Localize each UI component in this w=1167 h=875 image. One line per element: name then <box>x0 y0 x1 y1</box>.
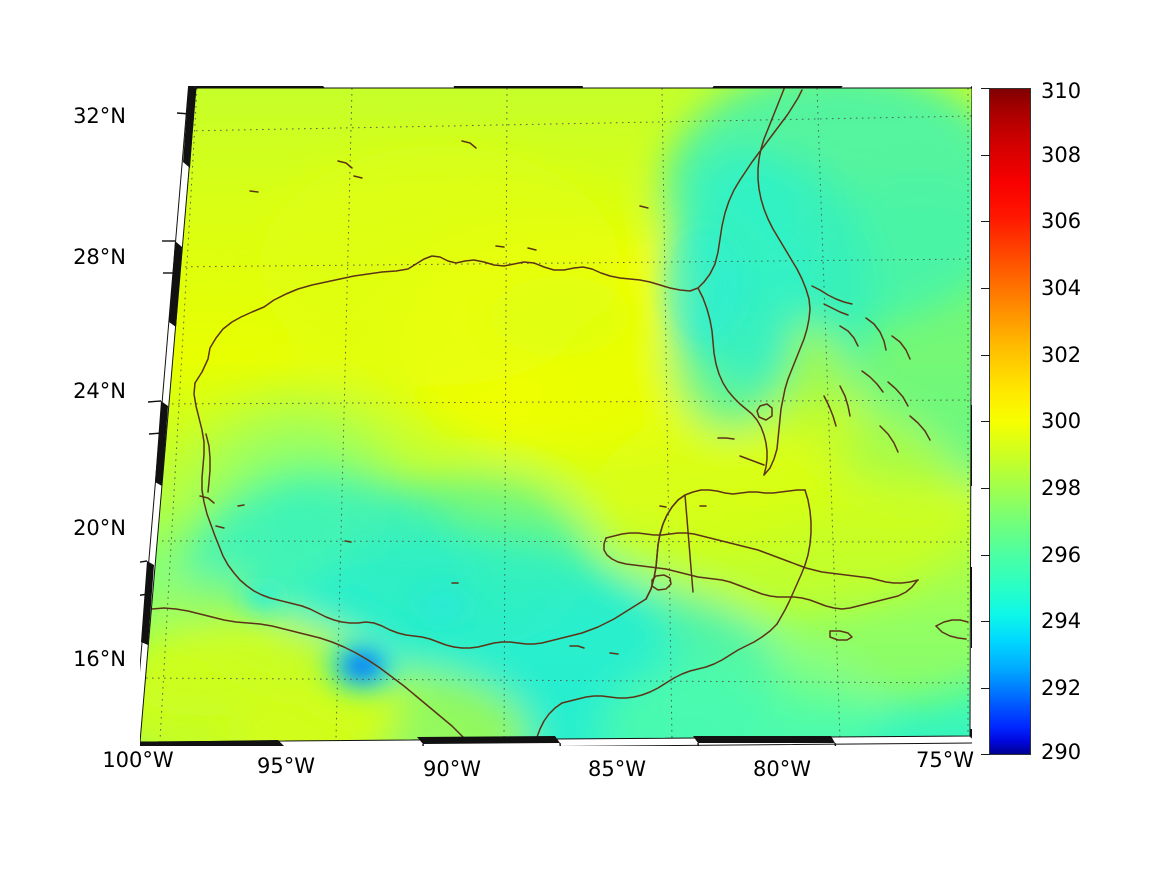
colorbar-label-302: 302 <box>1041 343 1082 367</box>
lon-tick-label-75W: 75°W <box>916 748 974 772</box>
map-svg <box>140 86 972 746</box>
lon-tick-label-95W: 95°W <box>257 754 315 778</box>
lon-tick-label-100W: 100°W <box>102 748 174 772</box>
lat-tick-label-24N: 24°N <box>73 379 126 403</box>
lon-tick-label-90W: 90°W <box>423 757 481 781</box>
graticule <box>140 88 972 742</box>
coastline-layer <box>140 88 969 742</box>
colorbar-tick-304 <box>981 288 990 289</box>
lat-tick-label-16N: 16°N <box>73 647 126 671</box>
colorbar-tick-302 <box>981 355 990 356</box>
lat-tick-label-32N: 32°N <box>73 104 126 128</box>
temperature-field-layer <box>140 88 972 742</box>
lon-tick-label-85W: 85°W <box>588 757 646 781</box>
colorbar-label-290: 290 <box>1041 740 1082 764</box>
colorbar-label-294: 294 <box>1041 609 1082 633</box>
colorbar-label-304: 304 <box>1041 276 1082 300</box>
map-border <box>140 86 972 746</box>
colorbar-label-310: 310 <box>1041 79 1082 103</box>
colorbar-label-306: 306 <box>1041 209 1082 233</box>
colorbar-tick-294 <box>981 621 990 622</box>
colorbar-tick-298 <box>981 488 990 489</box>
colorbar-label-300: 300 <box>1041 409 1082 433</box>
colorbar-label-296: 296 <box>1041 543 1082 567</box>
colorbar-tick-310 <box>981 88 990 89</box>
colorbar-label-292: 292 <box>1041 676 1082 700</box>
lon-tick-label-80W: 80°W <box>753 757 811 781</box>
colorbar-tick-292 <box>981 688 990 689</box>
colorbar-tick-290 <box>981 754 990 755</box>
colorbar-tick-300 <box>981 421 990 422</box>
colorbar[interactable]: 310 308 306 304 302 300 298 296 294 292 … <box>981 79 1081 764</box>
map-plot-area[interactable] <box>140 86 972 746</box>
colorbar-tick-308 <box>981 155 990 156</box>
colorbar-label-298: 298 <box>1041 476 1082 500</box>
lat-tick-label-28N: 28°N <box>73 245 126 269</box>
colorbar-gradient <box>989 88 1031 755</box>
colorbar-tick-306 <box>981 221 990 222</box>
colorbar-label-308: 308 <box>1041 143 1082 167</box>
colorbar-tick-296 <box>981 555 990 556</box>
lat-tick-label-20N: 20°N <box>73 516 126 540</box>
